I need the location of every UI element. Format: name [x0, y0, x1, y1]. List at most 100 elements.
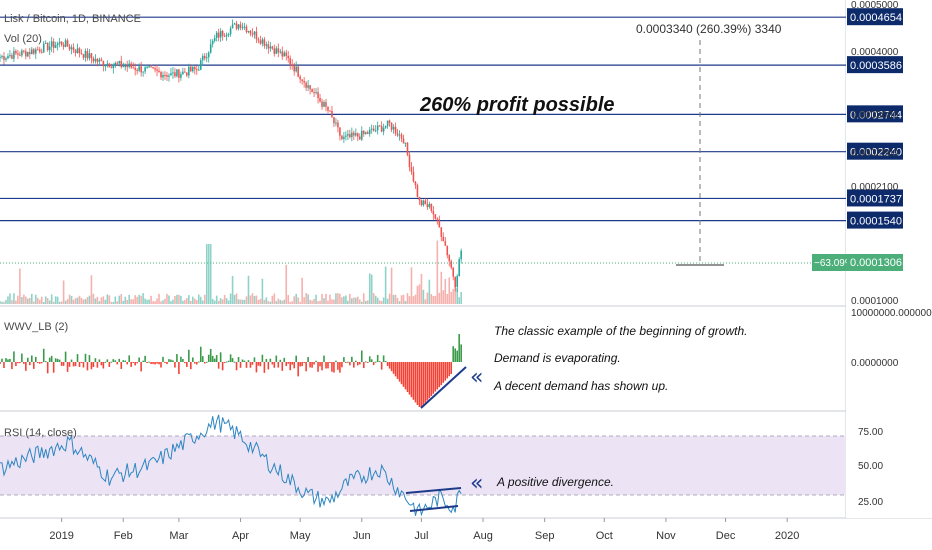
candle-body[interactable]	[223, 35, 226, 37]
candle-body[interactable]	[321, 101, 323, 107]
candle-body[interactable]	[323, 102, 325, 107]
candle-body[interactable]	[275, 48, 278, 54]
candle-body[interactable]	[207, 52, 210, 58]
candle-body[interactable]	[390, 122, 393, 130]
candle-body[interactable]	[353, 132, 355, 136]
candle-body[interactable]	[64, 40, 67, 47]
candle-body[interactable]	[134, 67, 136, 70]
candle-body[interactable]	[124, 66, 127, 68]
candle-body[interactable]	[142, 71, 144, 73]
candle-body[interactable]	[368, 129, 371, 134]
candle-body[interactable]	[261, 39, 264, 44]
candle-body[interactable]	[416, 185, 419, 197]
candle-body[interactable]	[442, 236, 445, 242]
candle-body[interactable]	[82, 54, 85, 58]
candle-body[interactable]	[144, 67, 146, 72]
candle-body[interactable]	[126, 66, 129, 68]
candle-body[interactable]	[355, 133, 357, 136]
candle-body[interactable]	[176, 69, 178, 77]
candlesticks[interactable]	[0, 19, 462, 293]
candle-body[interactable]	[295, 66, 297, 72]
candle-body[interactable]	[291, 64, 294, 67]
candle-body[interactable]	[319, 98, 321, 102]
candle-body[interactable]	[269, 46, 272, 49]
candle-body[interactable]	[311, 89, 313, 93]
candle-body[interactable]	[235, 23, 238, 29]
candle-body[interactable]	[257, 39, 260, 41]
candle-body[interactable]	[110, 67, 113, 69]
candle-body[interactable]	[100, 59, 103, 61]
candle-body[interactable]	[25, 51, 27, 57]
candle-body[interactable]	[62, 44, 65, 47]
rsi-divergence-lower[interactable]	[409, 505, 459, 512]
candle-body[interactable]	[303, 80, 305, 83]
candle-body[interactable]	[182, 71, 184, 75]
candle-body[interactable]	[349, 134, 351, 138]
candle-body[interactable]	[209, 44, 212, 53]
candle-body[interactable]	[74, 50, 77, 54]
candle-body[interactable]	[267, 44, 270, 49]
candle-body[interactable]	[370, 128, 373, 130]
candle-body[interactable]	[36, 49, 39, 51]
candle-body[interactable]	[46, 42, 49, 51]
candle-body[interactable]	[313, 92, 315, 94]
candle-body[interactable]	[253, 31, 256, 35]
candle-body[interactable]	[315, 92, 317, 94]
candle-body[interactable]	[48, 46, 51, 51]
candle-body[interactable]	[225, 34, 228, 37]
candle-body[interactable]	[213, 37, 216, 41]
candle-body[interactable]	[333, 117, 335, 124]
candle-body[interactable]	[299, 76, 301, 80]
candle-body[interactable]	[148, 66, 150, 68]
candle-body[interactable]	[305, 82, 307, 88]
candle-body[interactable]	[11, 55, 13, 59]
candle-body[interactable]	[158, 70, 160, 73]
candle-body[interactable]	[180, 74, 182, 78]
candle-body[interactable]	[130, 63, 132, 68]
candle-body[interactable]	[460, 250, 462, 260]
candle-body[interactable]	[430, 203, 433, 211]
candle-body[interactable]	[80, 53, 83, 55]
candle-body[interactable]	[66, 40, 69, 47]
candle-body[interactable]	[34, 49, 37, 54]
candle-body[interactable]	[154, 68, 156, 70]
candle-body[interactable]	[440, 227, 443, 237]
candle-body[interactable]	[329, 110, 331, 112]
candle-body[interactable]	[38, 49, 41, 52]
candle-body[interactable]	[281, 51, 284, 57]
candle-body[interactable]	[195, 69, 198, 71]
candle-body[interactable]	[96, 58, 99, 62]
candle-body[interactable]	[293, 66, 295, 72]
candle-body[interactable]	[21, 50, 23, 56]
candle-body[interactable]	[54, 45, 57, 48]
candle-body[interactable]	[3, 56, 5, 60]
candle-body[interactable]	[402, 138, 405, 144]
candle-body[interactable]	[456, 276, 458, 287]
candle-body[interactable]	[178, 69, 180, 78]
candle-body[interactable]	[357, 133, 359, 137]
candle-body[interactable]	[172, 72, 174, 74]
candle-body[interactable]	[400, 134, 403, 139]
candle-body[interactable]	[19, 54, 21, 56]
candle-body[interactable]	[263, 39, 266, 46]
candle-body[interactable]	[116, 62, 119, 64]
candle-body[interactable]	[128, 63, 131, 67]
candle-body[interactable]	[289, 58, 292, 65]
candle-body[interactable]	[217, 32, 220, 38]
candle-body[interactable]	[380, 126, 383, 132]
candle-body[interactable]	[271, 46, 274, 49]
candle-body[interactable]	[241, 26, 244, 28]
candle-body[interactable]	[215, 32, 218, 38]
candle-body[interactable]	[331, 110, 333, 118]
candle-body[interactable]	[428, 203, 431, 208]
rsi-divergence-upper[interactable]	[405, 487, 462, 494]
candle-body[interactable]	[170, 73, 172, 76]
candle-body[interactable]	[432, 210, 435, 215]
candle-body[interactable]	[360, 130, 363, 140]
candle-body[interactable]	[192, 67, 194, 72]
candle-body[interactable]	[404, 142, 407, 144]
candle-body[interactable]	[283, 52, 286, 57]
candle-body[interactable]	[1, 56, 3, 58]
candle-body[interactable]	[438, 219, 441, 228]
